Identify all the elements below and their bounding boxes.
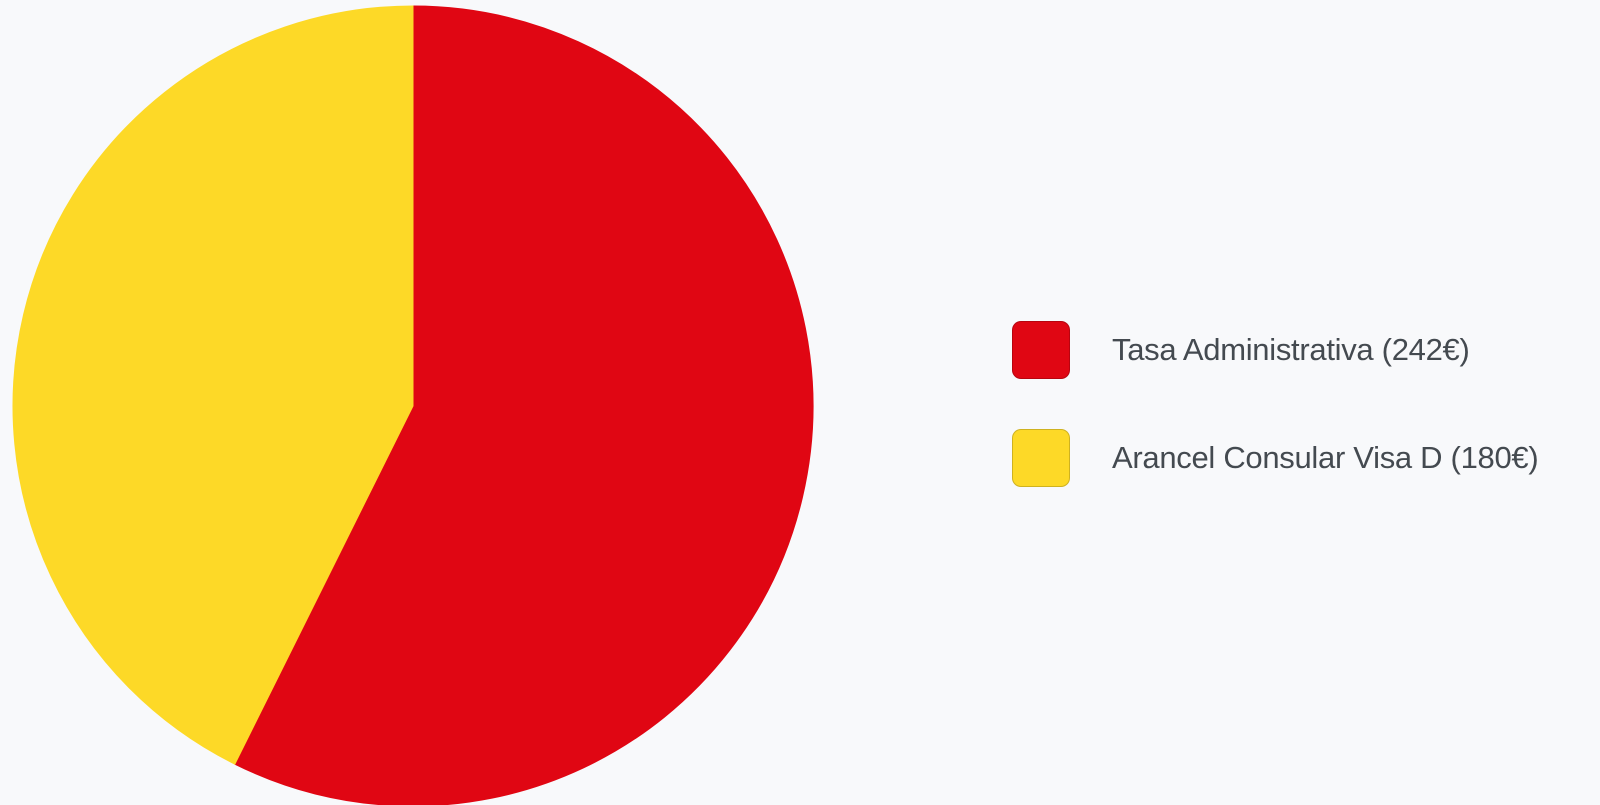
legend-swatch-tasa-administrativa bbox=[1012, 321, 1070, 379]
legend: Tasa Administrativa (242€) Arancel Consu… bbox=[1012, 320, 1539, 488]
pie-slice-1[interactable] bbox=[12, 5, 414, 765]
legend-label-tasa-administrativa: Tasa Administrativa (242€) bbox=[1112, 332, 1470, 367]
legend-label-arancel-consular: Arancel Consular Visa D (180€) bbox=[1112, 440, 1539, 475]
legend-swatch-arancel-consular bbox=[1012, 429, 1070, 487]
legend-item-arancel-consular: Arancel Consular Visa D (180€) bbox=[1012, 428, 1539, 488]
legend-item-tasa-administrativa: Tasa Administrativa (242€) bbox=[1012, 320, 1538, 380]
